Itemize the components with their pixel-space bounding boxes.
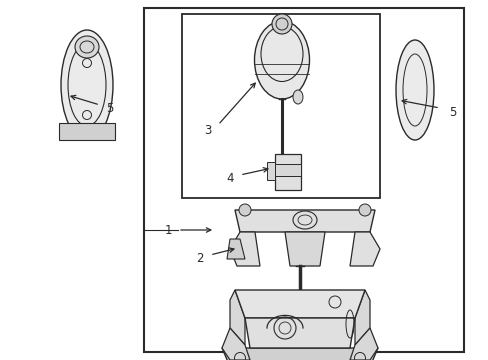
Text: 4: 4 xyxy=(226,171,233,185)
Ellipse shape xyxy=(358,204,370,216)
Ellipse shape xyxy=(239,204,250,216)
Text: 2: 2 xyxy=(196,252,203,265)
Polygon shape xyxy=(349,328,377,360)
Ellipse shape xyxy=(292,90,303,104)
Polygon shape xyxy=(266,162,274,180)
Polygon shape xyxy=(229,290,244,345)
Polygon shape xyxy=(222,348,377,360)
Bar xyxy=(274,164,301,176)
Polygon shape xyxy=(59,123,115,140)
Polygon shape xyxy=(354,290,369,345)
Ellipse shape xyxy=(395,40,433,140)
Polygon shape xyxy=(285,232,325,266)
Polygon shape xyxy=(235,210,374,232)
Ellipse shape xyxy=(254,21,309,99)
Polygon shape xyxy=(226,239,244,259)
Ellipse shape xyxy=(61,30,113,140)
Polygon shape xyxy=(235,290,364,318)
Text: 5: 5 xyxy=(106,102,113,114)
Bar xyxy=(182,14,379,198)
Text: 3: 3 xyxy=(204,123,211,136)
Polygon shape xyxy=(349,232,379,266)
Ellipse shape xyxy=(271,14,291,34)
Polygon shape xyxy=(244,318,354,348)
Text: 1: 1 xyxy=(164,224,171,237)
Ellipse shape xyxy=(75,36,99,58)
Bar xyxy=(274,154,301,190)
Text: 5: 5 xyxy=(448,105,456,118)
Polygon shape xyxy=(229,232,260,266)
Polygon shape xyxy=(222,328,249,360)
Bar xyxy=(143,8,463,352)
